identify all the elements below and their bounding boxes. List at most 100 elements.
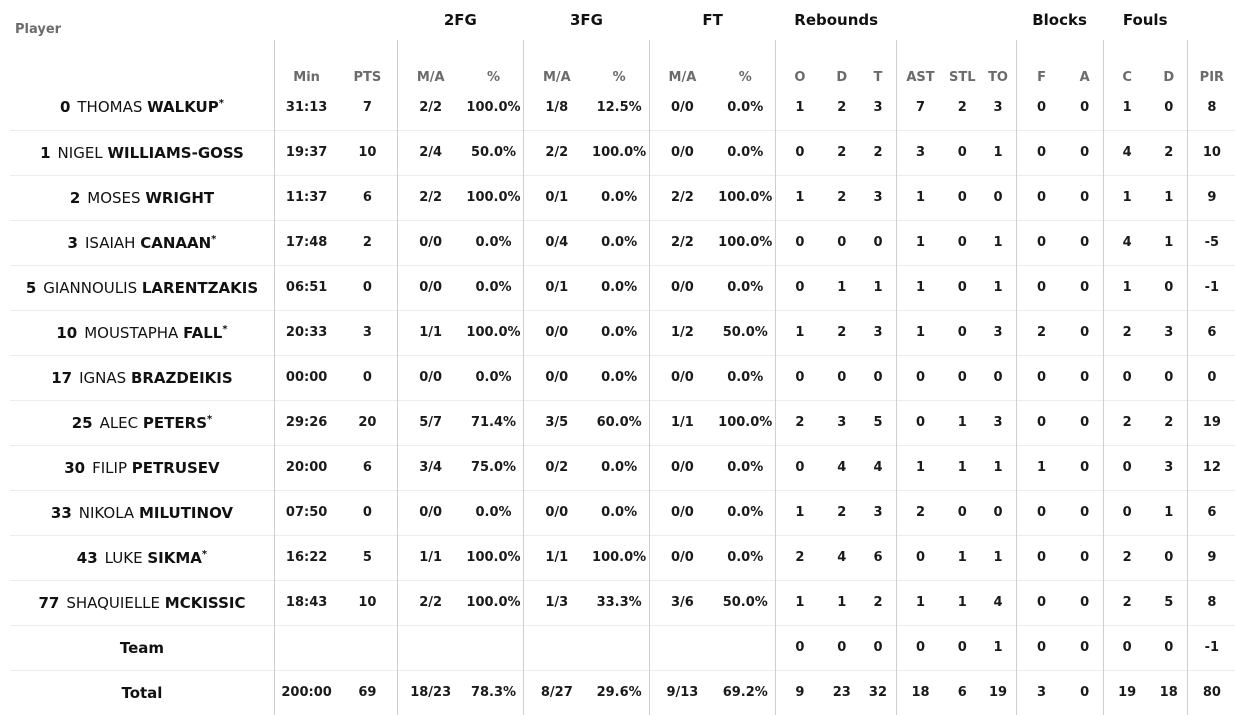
player-name[interactable]: 1 NIGEL WILLIAMS-GOSS (10, 129, 275, 175)
cell-ast: 1 (895, 219, 945, 265)
cell-min: 17:48 (273, 219, 339, 265)
cell-ft-ma (648, 624, 716, 670)
cell-pts: 10 (338, 579, 398, 625)
player-name[interactable]: 43 LUKE SIKMA* (10, 534, 275, 580)
cell-3fg-pct: 29.6% (589, 669, 650, 715)
starter-marker: * (201, 548, 208, 560)
cell-3fg-pct: 0.0% (589, 309, 650, 355)
cell-to: 3 (993, 99, 1003, 115)
cell-blk-f: 2 (1015, 309, 1067, 355)
cell-blk-a: 0 (1066, 669, 1104, 715)
cell-foul-d: 1 (1150, 489, 1188, 535)
cell-foul-c: 4 (1102, 219, 1151, 265)
cell-pir: 80 (1186, 669, 1235, 715)
column-3fg-pct: % (612, 70, 626, 85)
player-last-name: BRAZDEIKIS (130, 368, 233, 387)
cell-3fg-ma: 2/2 (523, 129, 590, 175)
cell-reb-o: 9 (775, 669, 824, 715)
cell-3fg-pct: 0.0% (589, 354, 650, 400)
cell-foul-c: 1 (1102, 264, 1151, 310)
cell-reb-t: 2 (859, 129, 897, 175)
cell-pir: 10 (1186, 129, 1235, 175)
player-number: 30 (64, 458, 86, 477)
cell-to: 1 (980, 534, 1016, 580)
cell-2fg-ma: 0/0 (396, 264, 464, 310)
cell-blk-f: 0 (1015, 264, 1067, 310)
cell-3fg-pct: 0.0% (589, 444, 650, 490)
spacer (274, 0, 397, 40)
table-row: 5 GIANNOULIS LARENTZAKIS 06:51 0 0/0 0.0%… (10, 264, 1235, 310)
cell-ft-pct: 50.0% (715, 309, 776, 355)
cell-foul-c: 2 (1102, 399, 1151, 445)
player-name[interactable]: 3 ISAIAH CANAAN* (10, 219, 275, 265)
player-number: 5 (25, 278, 37, 297)
group-2fg: 2FG (443, 11, 477, 29)
cell-blk-a: 0 (1066, 219, 1104, 265)
cell-ft-ma: 0/0 (648, 534, 716, 580)
column-reb-t: T (873, 70, 883, 85)
cell-ft-ma: 0/0 (648, 264, 716, 310)
cell-blk-f: 0 (1015, 489, 1067, 535)
cell-stl: 0 (944, 219, 981, 265)
cell-pts (338, 624, 398, 670)
cell-reb-o: 1 (775, 489, 824, 535)
column-ast: AST (895, 40, 945, 85)
cell-reb-t: 5 (859, 399, 897, 445)
cell-reb-o: 1 (775, 309, 824, 355)
cell-2fg-ma: 5/7 (396, 399, 464, 445)
cell-3fg-ma: 0/2 (523, 444, 590, 490)
cell-ft-ma: 0/0 (648, 354, 716, 400)
column-pts: PTS (353, 70, 382, 85)
cell-stl: 1 (944, 579, 981, 625)
player-name[interactable]: 25 ALEC PETERS* (10, 399, 275, 445)
cell-3fg-pct: 100.0% (589, 534, 650, 580)
cell-pts: 2 (338, 219, 398, 265)
player-name[interactable]: 33 NIKOLA MILUTINOV (10, 489, 275, 535)
cell-stl: 0 (944, 489, 981, 535)
cell-blk-a: 0 (1080, 99, 1090, 115)
player-name[interactable]: 77 SHAQUIELLE MCKISSIC (10, 579, 275, 625)
cell-min: 19:37 (273, 129, 339, 175)
cell-blk-f: 0 (1015, 399, 1067, 445)
cell-reb-t: 6 (859, 534, 897, 580)
cell-foul-d: 0 (1150, 264, 1188, 310)
cell-blk-a: 0 (1066, 399, 1104, 445)
cell-foul-d: 3 (1150, 309, 1188, 355)
player-name[interactable]: 30 FILIP PETRUSEV (10, 444, 275, 490)
cell-reb-t: 3 (859, 174, 897, 220)
cell-min (273, 624, 339, 670)
player-name[interactable]: 2 MOSES WRIGHT (10, 174, 275, 220)
column-player-label: Player (15, 22, 62, 37)
player-name[interactable]: 0 THOMAS WALKUP* (10, 85, 274, 130)
player-name[interactable]: 10 MOUSTAPHA FALL* (10, 309, 275, 355)
cell-ast: 1 (895, 264, 945, 310)
cell-ft-pct: 100.0% (715, 219, 776, 265)
cell-pir: -1 (1186, 264, 1235, 310)
cell-blk-f: 0 (1015, 129, 1067, 175)
player-name[interactable]: 17 IGNAS BRAZDEIKIS (10, 354, 275, 400)
cell-reb-t: 1 (859, 264, 897, 310)
cell-min: 31:13 (273, 85, 339, 130)
player-name[interactable]: 5 GIANNOULIS LARENTZAKIS (10, 264, 275, 310)
player-number: 43 (76, 548, 98, 567)
cell-pts: 6 (338, 174, 398, 220)
cell-blk-f: 0 (1015, 534, 1067, 580)
player-first-name: NIGEL (57, 143, 103, 162)
cell-3fg-ma: 1/8 (523, 85, 590, 130)
cell-ft-ma: 3/6 (648, 579, 716, 625)
cell-min: 16:22 (273, 534, 339, 580)
column-reb-o: O (775, 40, 824, 85)
cell-foul-d: 3 (1150, 444, 1188, 490)
cell-reb-d: 1 (823, 264, 860, 310)
cell-min: 07:50 (273, 489, 339, 535)
cell-pir: 9 (1186, 534, 1235, 580)
cell-pts: 5 (338, 534, 398, 580)
group-3fg: 3FG (569, 11, 603, 29)
cell-ast: 7 (895, 85, 945, 130)
cell-blk-a: 0 (1066, 309, 1104, 355)
player-first-name: GIANNOULIS (43, 278, 138, 297)
cell-ft-ma: 0/0 (648, 129, 716, 175)
table-row: 77 SHAQUIELLE MCKISSIC 18:43 10 2/2 100.0… (10, 579, 1235, 625)
cell-3fg-ma: 1/1 (523, 534, 590, 580)
cell-reb-t: 3 (859, 309, 897, 355)
